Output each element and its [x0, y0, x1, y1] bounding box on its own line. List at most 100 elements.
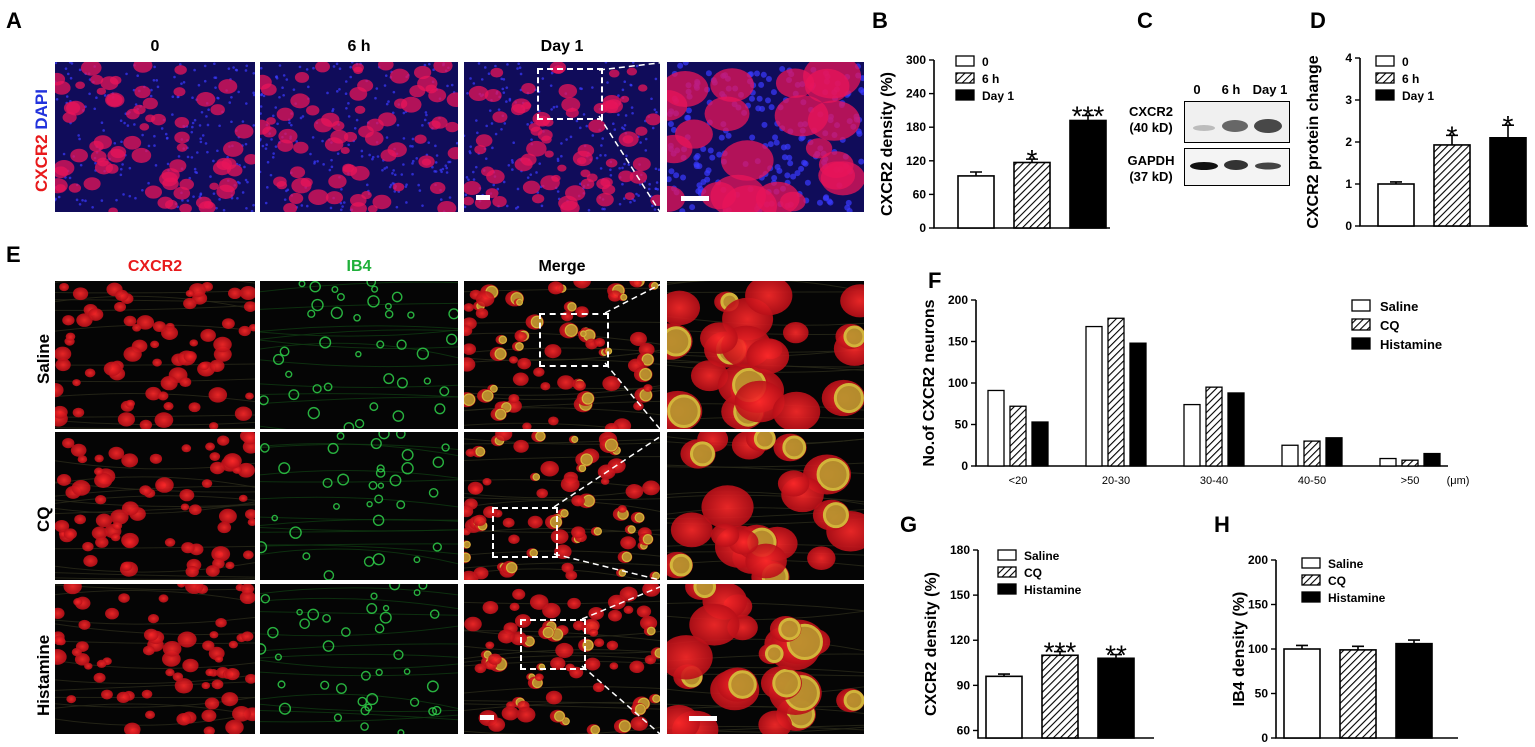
legend-swatch — [997, 583, 1017, 595]
panel-e-column-title: IB4 — [346, 258, 372, 275]
bar — [1395, 642, 1433, 739]
bar — [957, 175, 995, 229]
error-bar — [1446, 134, 1458, 145]
bar — [1085, 325, 1103, 467]
bar — [1069, 119, 1107, 229]
y-axis-label: No.of CXCR2 neurons — [921, 299, 938, 466]
y-tick-label: 4 — [1345, 51, 1352, 65]
axis — [977, 550, 1154, 739]
error-bar — [1026, 158, 1038, 163]
x-tick-label: <20 — [1009, 475, 1028, 487]
micrograph-a-6h — [260, 62, 458, 212]
y-tick-label: 150 — [948, 335, 968, 349]
y-tick-label: 60 — [957, 723, 971, 737]
panel-a-column-title: 6 h — [347, 38, 371, 55]
bar — [1339, 649, 1377, 739]
panel-e-column-title: CXCR2 — [127, 258, 183, 275]
micrograph-e-cxcr2-saline — [55, 281, 255, 429]
bar — [985, 675, 1023, 739]
legend-label: Histamine — [1024, 583, 1082, 597]
y-tick-label: 300 — [906, 53, 926, 67]
y-tick-label: 120 — [950, 633, 970, 647]
y-tick-label: 200 — [948, 293, 968, 307]
legend-swatch — [955, 89, 975, 101]
legend-label: Day 1 — [982, 89, 1014, 103]
chart-f: 0 50 100 150 200 No.of CXCR2 neurons <20 20-30 3… — [921, 293, 1470, 487]
panel-label-f: F — [928, 268, 942, 293]
y-tick-label: 150 — [950, 588, 970, 602]
scale-bar — [480, 715, 494, 720]
legend-swatch — [955, 55, 975, 67]
gapdh-blot-name: GAPDH — [1127, 153, 1175, 168]
x-unit-label: (μm) — [1447, 475, 1470, 487]
legend-label: Saline — [1380, 299, 1418, 314]
blot-lane-label: Day 1 — [1252, 82, 1288, 97]
y-tick-label: 0 — [961, 459, 968, 473]
x-tick-label: 40-50 — [1298, 475, 1326, 487]
dapi-stain-label: DAPI — [32, 89, 51, 130]
bar — [1325, 437, 1343, 467]
significance-mark: * — [1027, 144, 1038, 175]
error-bar — [1352, 645, 1364, 650]
micrograph-e-zoom-histamine — [667, 584, 864, 734]
blot-lane-label: 0 — [1193, 82, 1201, 97]
panel-e-row-label: CQ — [34, 506, 53, 533]
significance-mark: *** — [1044, 637, 1077, 668]
y-tick-label: 180 — [906, 120, 926, 134]
scale-bar — [689, 716, 717, 721]
legend-swatch — [955, 72, 975, 84]
error-bar — [998, 673, 1010, 677]
significance-mark: *** — [1072, 100, 1105, 131]
y-axis-label: IB4 density (%) — [1231, 592, 1248, 707]
legend-swatch — [1375, 55, 1395, 67]
cxcr2-blot — [1184, 101, 1290, 143]
legend-label: Day 1 — [1402, 89, 1434, 103]
y-tick-label: 1 — [1345, 177, 1352, 191]
bar — [1379, 457, 1397, 467]
x-tick-label: >50 — [1401, 475, 1420, 487]
scale-bar — [476, 195, 490, 200]
bar — [1377, 183, 1415, 227]
bar — [1097, 657, 1135, 739]
y-axis-label: CXCR2 density (%) — [923, 572, 940, 716]
cxcr2-blot-name: CXCR2 — [1128, 104, 1174, 119]
bar — [1227, 392, 1245, 467]
y-tick-label: 100 — [1248, 642, 1268, 656]
y-tick-label: 2 — [1345, 135, 1352, 149]
y-axis-label: CXCR2 density (%) — [879, 72, 896, 216]
y-tick-label: 150 — [1248, 598, 1268, 612]
panel-label-b: B — [872, 8, 888, 33]
y-tick-label: 60 — [913, 187, 927, 201]
legend-label: 6 h — [982, 72, 999, 86]
legend-swatch — [1351, 318, 1371, 331]
legend-label: Saline — [1328, 557, 1364, 571]
chart-h: 0 50 100 150 200 IB4 density (%) Saline CQ Hista… — [1231, 553, 1458, 745]
legend-swatch — [1351, 337, 1371, 350]
panel-e-row-label: Saline — [34, 333, 53, 384]
bar — [1205, 386, 1223, 467]
y-tick-label: 120 — [906, 154, 926, 168]
legend-label: CQ — [1380, 318, 1400, 333]
legend-label: 0 — [1402, 55, 1409, 69]
bar — [1283, 648, 1321, 739]
error-bar — [1390, 181, 1402, 184]
bar — [987, 389, 1005, 467]
panel-e-column-title: Merge — [538, 258, 586, 275]
cxcr2-blot-kd: (40 kD) — [1129, 120, 1173, 135]
legend-label: CQ — [1024, 566, 1042, 580]
blot-row-label: GAPDH (37 kD) — [1122, 153, 1180, 185]
y-axis-label: CXCR2 protein change — [1305, 55, 1322, 228]
y-tick-label: 240 — [906, 87, 926, 101]
blot-row-label: CXCR2 (40 kD) — [1122, 104, 1180, 136]
bar — [1009, 405, 1027, 467]
y-tick-label: 3 — [1345, 93, 1352, 107]
x-tick-label: 30-40 — [1200, 475, 1228, 487]
error-bar — [1408, 639, 1420, 644]
inset-box — [539, 313, 609, 367]
y-tick-label: 180 — [950, 543, 970, 557]
error-bar — [970, 171, 982, 176]
gapdh-blot — [1184, 148, 1290, 186]
bar — [1031, 421, 1049, 467]
bar — [1013, 161, 1051, 229]
